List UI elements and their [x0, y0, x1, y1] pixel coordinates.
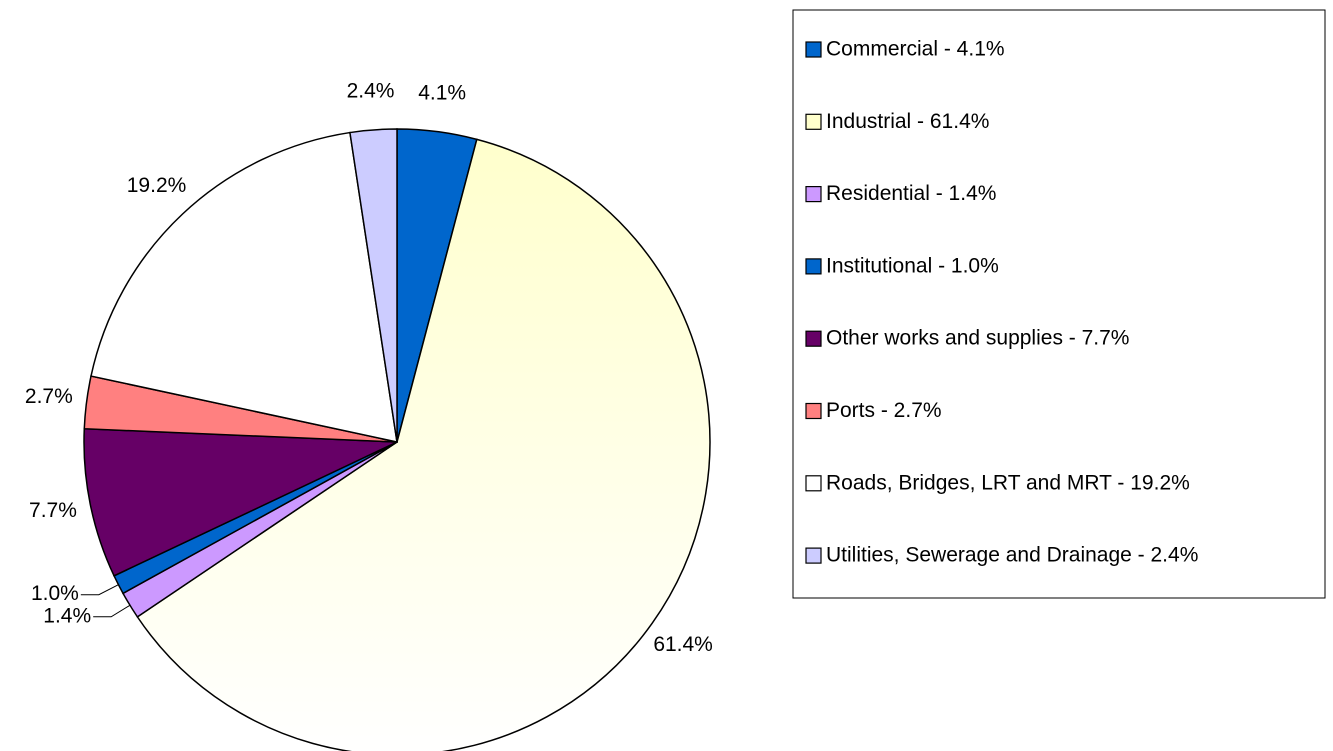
legend-swatch [805, 402, 822, 420]
data-label: 1.4% [43, 604, 91, 627]
legend-box [792, 9, 1326, 599]
pie-slice [83, 427, 398, 577]
legend-swatch [805, 330, 822, 347]
pie-slice [349, 128, 398, 443]
legend-label: Institutional - 1.0% [826, 254, 999, 277]
legend-label: Utilities, Sewerage and Drainage - 2.4% [826, 544, 1198, 567]
legend-label: Roads, Bridges, LRT and MRT - 19.2% [826, 471, 1190, 494]
pie-slice [136, 138, 711, 751]
legend-label: Commercial - 4.1% [826, 38, 1005, 61]
legend-label: Other works and supplies - 7.7% [826, 327, 1129, 350]
data-label: 2.7% [25, 385, 73, 408]
legend-swatch [805, 547, 822, 564]
legend-swatch [805, 475, 822, 492]
legend-label: Industrial - 61.4% [826, 110, 989, 133]
legend-swatch [805, 186, 822, 203]
data-label: 4.1% [418, 81, 466, 104]
leader-line [93, 604, 131, 618]
data-label: 61.4% [653, 633, 713, 656]
leader-line [80, 584, 119, 596]
data-label: 19.2% [127, 174, 187, 197]
data-label: 7.7% [29, 499, 77, 522]
legend-swatch [805, 258, 822, 275]
legend-swatch [805, 41, 822, 58]
legend-label: Residential - 1.4% [826, 182, 996, 205]
data-label: 2.4% [347, 80, 395, 103]
legend-label: Ports - 2.7% [826, 399, 942, 422]
data-label: 1.0% [31, 582, 79, 605]
pie-slice [90, 131, 398, 443]
legend-swatch [805, 113, 822, 130]
